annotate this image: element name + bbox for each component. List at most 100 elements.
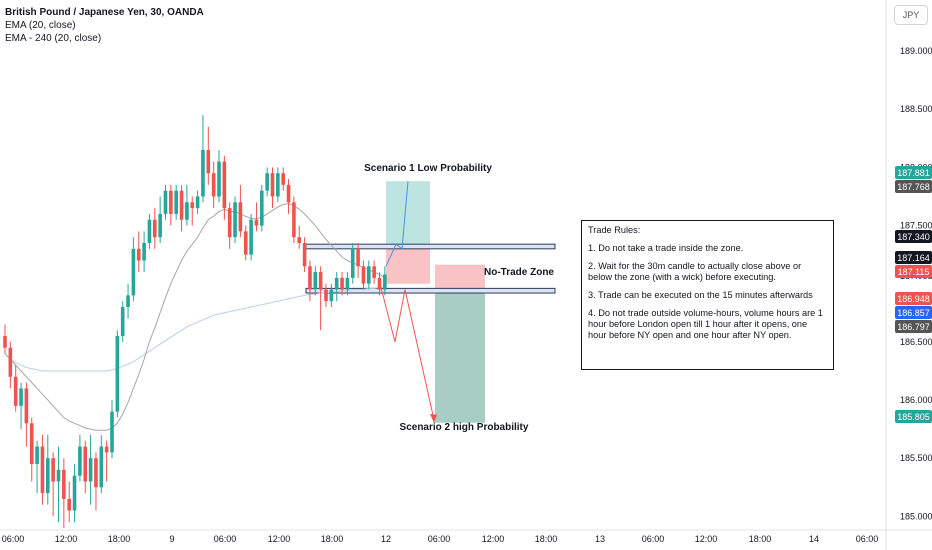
price-label-bg: [895, 306, 932, 319]
y-tick-label: 189.000: [900, 46, 932, 56]
price-label-text: 187.115: [898, 267, 930, 277]
candle: [334, 272, 339, 302]
price-axis-label: 187.164: [895, 251, 932, 264]
candle: [67, 481, 71, 523]
candle: [51, 452, 55, 517]
annotation-label[interactable]: Scenario 2 high Probability: [400, 422, 529, 433]
rule-item: 3. Trade can be executed on the 15 minut…: [588, 290, 813, 300]
candle-body: [201, 149, 205, 197]
candle: [324, 283, 328, 307]
x-tick-label: 12:00: [695, 534, 718, 544]
price-axis-label: 187.115: [895, 265, 932, 278]
candle: [367, 260, 371, 290]
candle-body: [190, 202, 195, 209]
candle: [233, 196, 237, 244]
candle: [94, 452, 98, 511]
price-label-text: 186.948: [897, 294, 930, 304]
y-tick-label: 186.500: [900, 337, 932, 347]
candle: [276, 167, 280, 203]
price-axis-label: 185.805: [895, 410, 932, 423]
candle-body: [126, 295, 130, 307]
scenario-2-path: [379, 283, 435, 420]
annotation-label[interactable]: Scenario 1 Low Probability: [364, 163, 492, 174]
price-label-bg: [895, 251, 932, 264]
candle-body: [270, 173, 275, 197]
candle-body: [46, 458, 50, 494]
x-tick-label: 13: [595, 534, 605, 544]
annotation-label[interactable]: No-Trade Zone: [484, 267, 554, 278]
candle-body: [249, 219, 253, 255]
x-tick-label: 18:00: [108, 534, 131, 544]
candle: [383, 266, 387, 296]
price-label-bg: [895, 166, 932, 179]
candle-body: [243, 231, 248, 255]
candle: [3, 324, 7, 354]
candle-body: [78, 446, 82, 476]
candle-body: [19, 388, 23, 406]
candle-body: [163, 190, 168, 214]
candle: [195, 190, 200, 214]
candle-body: [222, 161, 227, 209]
indicator-ema20[interactable]: EMA (20, close): [5, 20, 76, 31]
long-position-target-zone: [386, 181, 430, 245]
candle: [254, 202, 259, 232]
candle-body: [334, 277, 339, 290]
x-tick-label: 12:00: [482, 534, 505, 544]
candle-body: [72, 475, 77, 511]
symbol-title[interactable]: British Pound / Japanese Yen, 30, OANDA: [5, 7, 204, 18]
x-tick-label: 12:00: [55, 534, 78, 544]
candle-body: [238, 202, 243, 232]
candle: [265, 167, 269, 197]
price-axis-label: 186.948: [895, 292, 932, 305]
rules-title: Trade Rules:: [588, 225, 641, 235]
candle-body: [94, 458, 98, 488]
candle-body: [372, 266, 376, 278]
candle: [377, 272, 382, 296]
candle-body: [24, 388, 29, 424]
x-tick-label: 18:00: [535, 534, 558, 544]
price-label-text: 185.805: [897, 412, 930, 422]
candle: [356, 243, 360, 278]
candle: [243, 225, 248, 261]
candle-body: [217, 161, 221, 197]
price-axis-label: 187.768: [895, 180, 932, 193]
candle-body: [265, 173, 269, 191]
candle: [217, 149, 221, 203]
indicator-ema240[interactable]: EMA - 240 (20, close): [5, 33, 102, 44]
candle: [88, 434, 93, 505]
candle-body: [233, 202, 237, 238]
price-label-text: 186.857: [897, 308, 930, 318]
candle: [46, 434, 50, 505]
candle-body: [367, 266, 371, 284]
candle-body: [179, 190, 184, 220]
candle: [206, 126, 211, 185]
candle: [163, 184, 168, 220]
rule-item: 4. Do not trade outside volume-hours, vo…: [588, 308, 823, 340]
x-tick-label: 12: [381, 534, 391, 544]
candle: [222, 155, 227, 220]
candle: [62, 458, 66, 528]
candle: [340, 272, 344, 296]
candle-body: [62, 469, 66, 499]
candle-body: [110, 411, 114, 453]
candle-body: [174, 190, 178, 214]
price-label-text: 186.797: [897, 322, 930, 332]
price-axis-label: 187.340: [895, 230, 932, 243]
price-label-text: 187.340: [897, 232, 930, 242]
price-label-text: 187.768: [897, 182, 930, 192]
price-label-bg: [895, 410, 932, 423]
short-position-target-zone: [435, 289, 485, 423]
candle: [29, 417, 34, 482]
candle: [361, 260, 366, 290]
currency-button[interactable]: JPY: [894, 5, 928, 25]
candle: [286, 179, 291, 214]
x-tick-label: 06:00: [2, 534, 25, 544]
candle: [318, 266, 323, 331]
price-label-bg: [895, 320, 932, 333]
candle-body: [383, 274, 387, 290]
candle: [142, 231, 146, 273]
y-tick-label: 186.000: [900, 395, 932, 405]
no-trade-zone-band: [305, 287, 556, 294]
